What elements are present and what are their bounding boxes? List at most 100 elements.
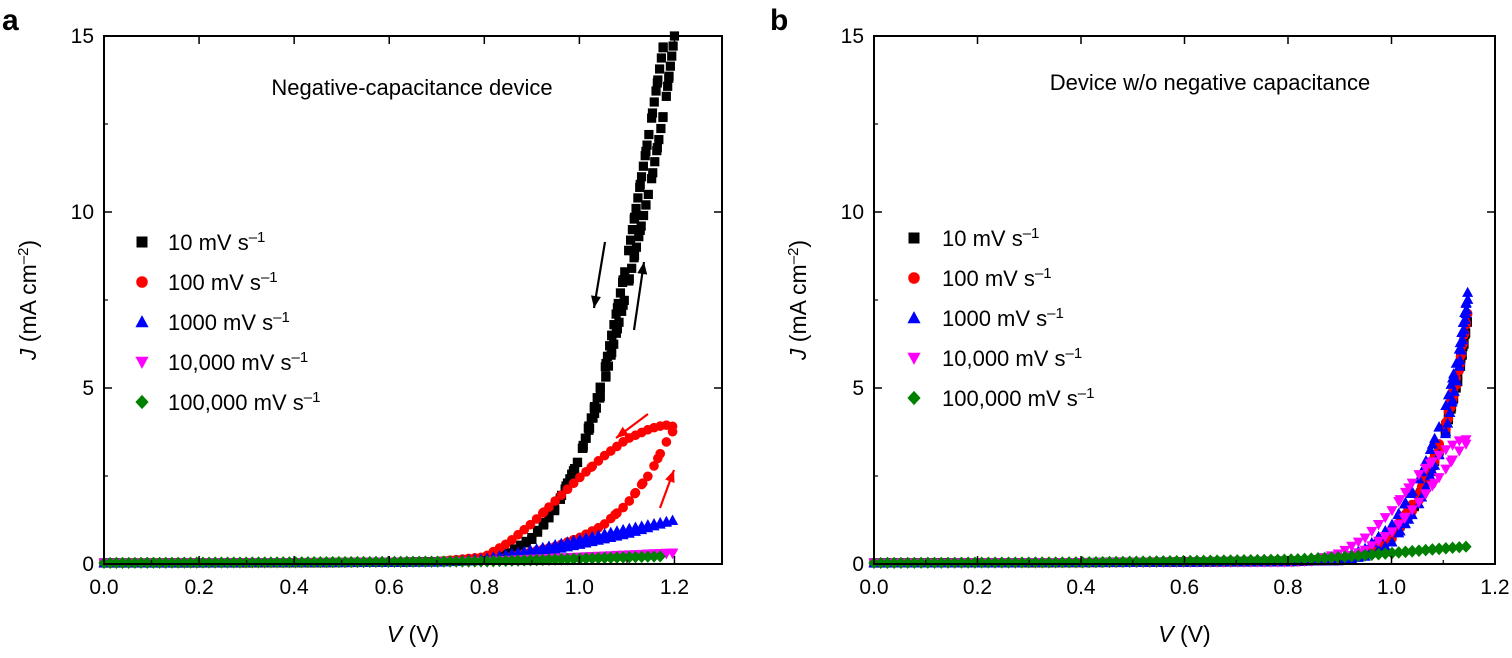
data-point <box>603 361 614 371</box>
legend-label-sup: –1 <box>1047 305 1064 322</box>
data-point <box>1305 552 1317 565</box>
data-point <box>308 556 320 569</box>
data-point <box>1453 360 1465 371</box>
data-point <box>1299 552 1311 565</box>
data-point <box>1440 445 1452 456</box>
y-axis-unit-sup: –2 <box>785 248 802 265</box>
legend-marker <box>907 390 921 406</box>
data-point <box>561 552 574 565</box>
data-point <box>1379 532 1391 543</box>
y-tick-label: 0 <box>852 553 864 576</box>
data-point <box>438 555 450 568</box>
data-point <box>667 514 679 525</box>
legend-label-sup: –1 <box>1066 345 1083 362</box>
legend-label-sup: –1 <box>292 349 309 366</box>
data-point <box>650 157 660 167</box>
legend-label-text: 1000 mV s <box>168 310 273 335</box>
data-point <box>1077 556 1089 569</box>
data-point <box>568 478 579 489</box>
y-axis-unit-end: ) <box>15 240 41 248</box>
data-point <box>1403 483 1415 494</box>
data-point <box>252 556 265 569</box>
y-tick-label: 0 <box>82 553 94 576</box>
legend-label-text: 10,000 mV s <box>168 350 292 375</box>
data-point <box>1352 537 1364 548</box>
data-point <box>636 172 647 182</box>
data-point <box>647 108 658 118</box>
data-point <box>456 555 468 568</box>
data-point <box>1462 286 1474 297</box>
data-point <box>624 496 635 506</box>
data-point <box>1406 505 1418 516</box>
data-point <box>1399 545 1411 558</box>
legend-label-text: 100 mV s <box>942 266 1035 291</box>
data-point <box>614 317 624 327</box>
data-point <box>636 550 648 563</box>
data-point <box>178 556 190 569</box>
data-point <box>658 112 668 123</box>
data-point <box>1251 553 1263 566</box>
data-point <box>633 193 643 203</box>
data-point <box>908 556 920 569</box>
data-point <box>1453 541 1465 554</box>
data-point <box>942 556 954 569</box>
data-point <box>601 372 611 382</box>
data-point <box>969 556 981 569</box>
data-point <box>589 408 600 418</box>
data-point <box>976 556 988 569</box>
data-point <box>135 556 147 569</box>
data-point <box>631 203 641 214</box>
y-tick-label: 10 <box>71 201 94 224</box>
data-point <box>618 300 628 310</box>
y-axis-unit-end: ) <box>785 240 811 248</box>
data-point <box>549 553 561 566</box>
panel-letter: b <box>770 4 788 37</box>
data-point <box>358 555 370 568</box>
x-tick-label: 0.4 <box>1066 576 1096 599</box>
data-point <box>259 556 271 569</box>
data-point <box>539 519 549 529</box>
data-point <box>895 556 907 569</box>
x-axis-label: V (V) <box>387 621 439 647</box>
data-point <box>1424 443 1436 454</box>
data-point <box>327 556 339 569</box>
data-point <box>640 151 650 161</box>
data-point <box>1446 396 1458 407</box>
data-point <box>1442 417 1454 428</box>
data-point <box>651 86 661 96</box>
data-point <box>1433 473 1445 484</box>
data-point <box>955 556 967 569</box>
legend-marker <box>135 315 149 328</box>
data-point <box>599 519 610 529</box>
data-point <box>550 496 560 506</box>
data-point <box>1258 553 1270 566</box>
data-point <box>160 556 172 569</box>
data-point <box>209 556 221 569</box>
data-point <box>1144 555 1156 568</box>
data-point <box>634 232 644 242</box>
data-point <box>568 552 580 565</box>
data-point <box>595 382 605 393</box>
data-point <box>625 235 636 245</box>
y-axis-unit-sup: –2 <box>15 248 32 265</box>
data-point <box>290 556 302 569</box>
data-point <box>629 550 641 563</box>
data-point <box>531 553 543 566</box>
data-point <box>1090 556 1102 569</box>
data-point <box>172 556 184 569</box>
data-point <box>648 550 660 563</box>
data-point <box>667 421 678 432</box>
data-point <box>652 453 663 464</box>
legend-label-text: 100 mV s <box>168 270 261 295</box>
data-point <box>222 556 234 569</box>
data-point <box>1429 459 1441 470</box>
data-point <box>618 502 628 513</box>
x-tick-label: 0.2 <box>184 576 213 599</box>
data-point <box>641 200 651 210</box>
data-point <box>1424 459 1436 470</box>
x-axis-unit: (V) <box>1174 621 1211 647</box>
x-axis-var: V <box>387 621 405 647</box>
reverse-sweep-arrow-red-head <box>616 426 629 438</box>
data-point <box>1366 548 1378 561</box>
